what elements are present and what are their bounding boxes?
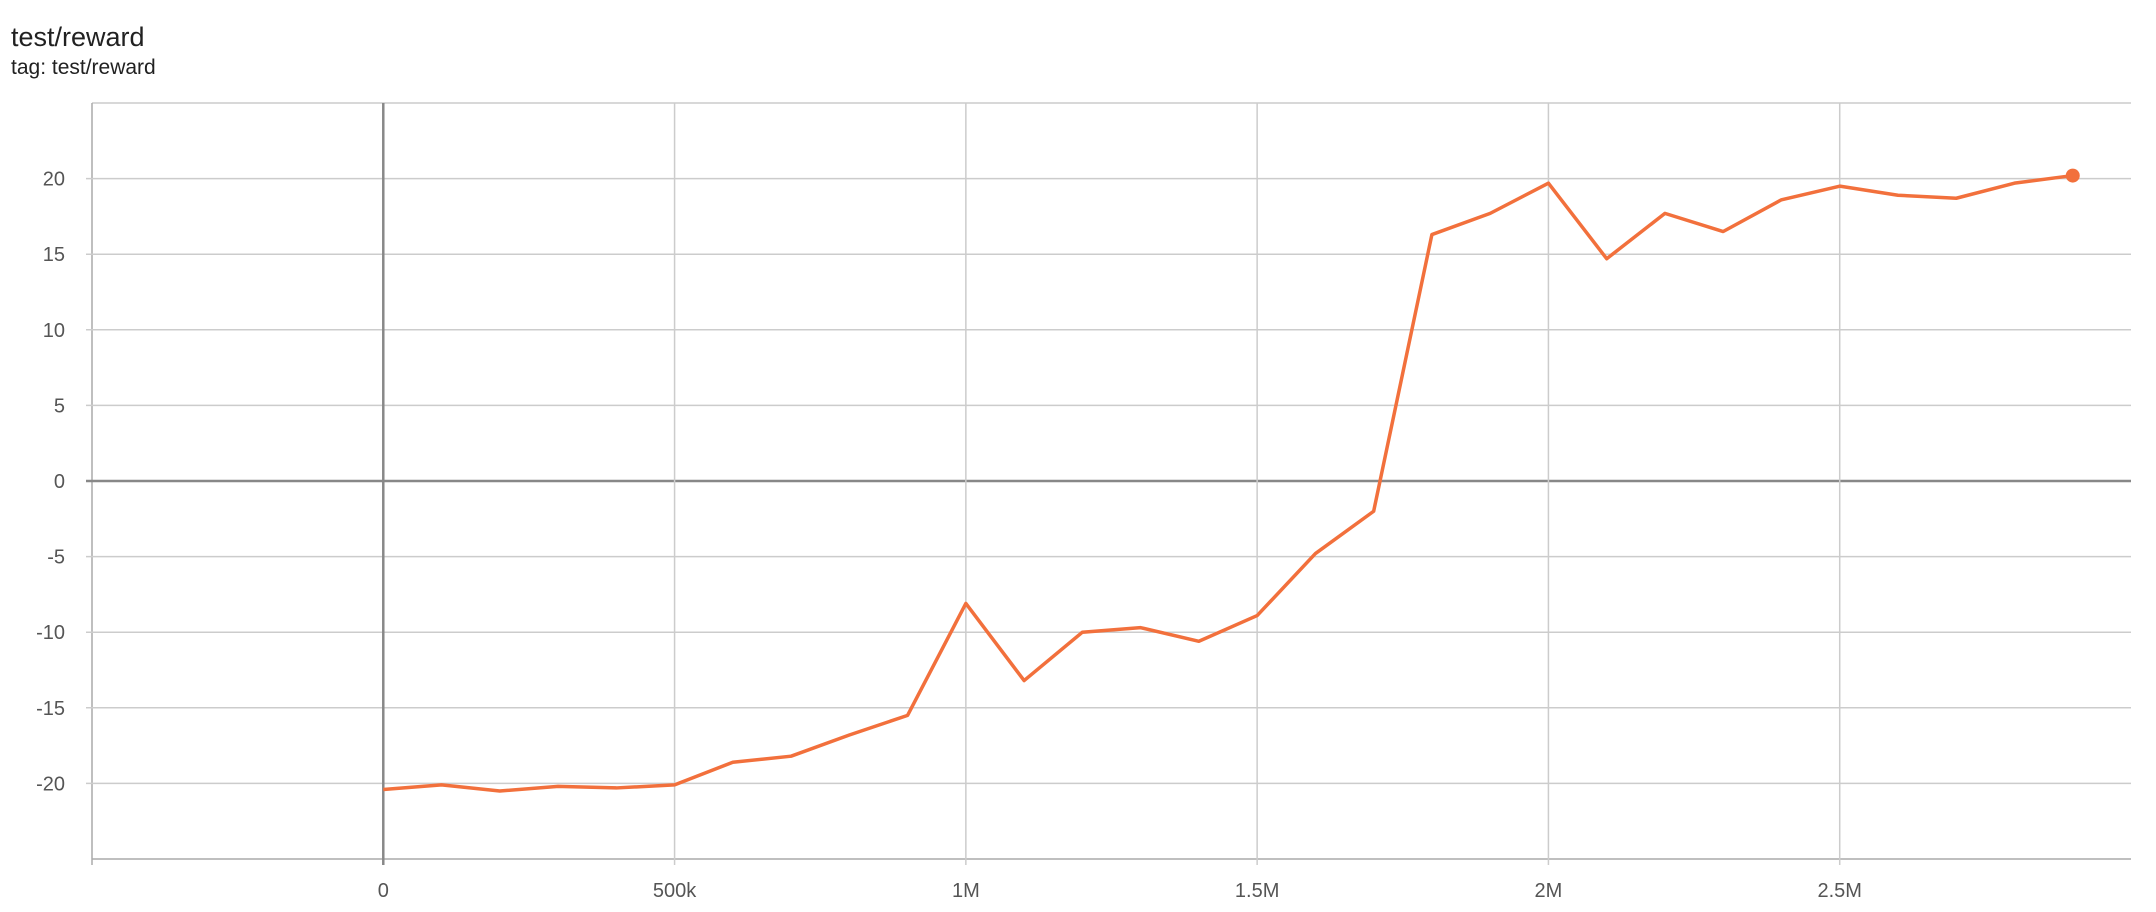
chart-tag-subtitle: tag: test/reward: [11, 56, 156, 79]
y-tick-label: 5: [54, 395, 65, 417]
y-tick-label: 0: [54, 471, 65, 493]
x-tick-label: 0: [378, 880, 389, 902]
x-tick-label: 1M: [952, 880, 980, 902]
y-tick-label: 10: [43, 320, 65, 342]
chart-title: test/reward: [11, 22, 145, 52]
y-tick-label: -15: [36, 698, 65, 720]
y-tick-label: -10: [36, 622, 65, 644]
x-tick-label: 2M: [1535, 880, 1563, 902]
y-tick-label: -5: [47, 547, 65, 569]
y-tick-label: 15: [43, 244, 65, 266]
y-tick-label: 20: [43, 169, 65, 191]
x-tick-label: 2.5M: [1817, 880, 1861, 902]
last-data-point: [2065, 168, 2080, 183]
x-tick-label: 1.5M: [1235, 880, 1279, 902]
y-tick-label: -20: [36, 773, 65, 795]
series-line: [383, 173, 2073, 793]
x-tick-label: 500k: [653, 880, 697, 902]
